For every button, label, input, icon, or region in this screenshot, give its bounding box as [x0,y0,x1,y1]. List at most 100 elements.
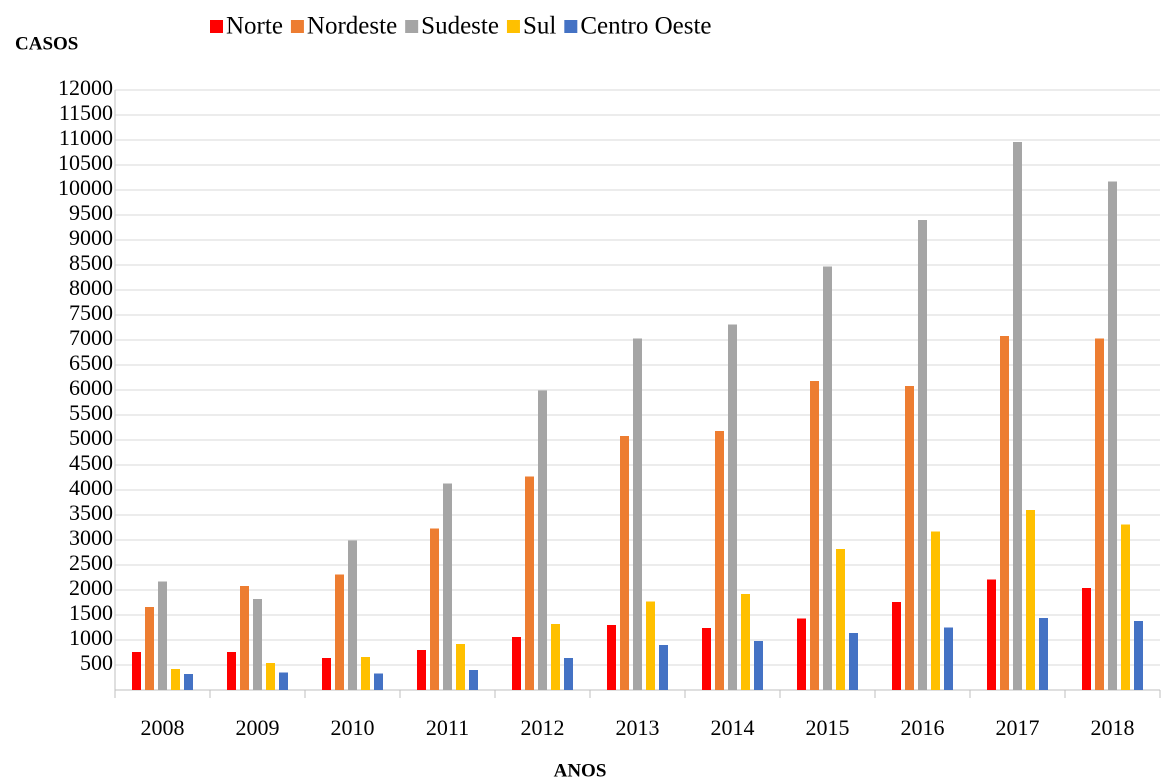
bar [158,581,167,690]
y-tick-label: 6000 [69,375,113,400]
x-tick-label: 2010 [331,715,375,740]
bar [620,436,629,690]
bar [1082,588,1091,690]
y-tick-label: 5500 [69,400,113,425]
y-tick-label: 6500 [69,350,113,375]
bar [266,663,275,690]
x-tick-label: 2016 [901,715,945,740]
bar [132,652,141,690]
legend-swatch [564,20,578,33]
x-tick-label: 2013 [616,715,660,740]
y-tick-label: 3500 [69,500,113,525]
y-tick-label: 2500 [69,550,113,575]
y-tick-label: 11000 [59,125,113,150]
x-axis-label: ANOS [554,760,607,781]
bar [512,637,521,690]
bar [918,220,927,690]
x-tick-label: 2008 [141,715,185,740]
y-tick-label: 1500 [69,600,113,625]
x-tick-label: 2014 [711,715,755,740]
bar [754,641,763,690]
y-tick-label: 2000 [69,575,113,600]
bar [1026,510,1035,690]
bar [836,549,845,690]
x-tick-label: 2012 [521,715,565,740]
bar [1121,524,1130,690]
y-tick-label: 9000 [69,225,113,250]
bar [538,390,547,690]
bar [849,633,858,690]
y-tick-label: 5000 [69,425,113,450]
y-tick-label: 3000 [69,525,113,550]
x-tick-label: 2018 [1091,715,1135,740]
y-tick-label: 8500 [69,250,113,275]
bar [1108,181,1117,690]
bar [361,657,370,690]
bar [715,431,724,690]
bar [1095,338,1104,690]
y-tick-label: 12000 [58,75,113,100]
bar [430,528,439,690]
bar [145,607,154,690]
bar [335,574,344,690]
y-tick-label: 4000 [69,475,113,500]
bar [1039,618,1048,690]
bar [253,599,262,690]
bar [551,624,560,690]
y-tick-label: 10000 [58,175,113,200]
legend-label: Sul [523,13,556,40]
y-tick-label: 11500 [59,100,113,125]
bar [823,266,832,690]
bar [525,476,534,690]
bar [1134,621,1143,690]
bar [646,601,655,690]
legend-label: Norte [226,13,283,40]
y-tick-label: 7000 [69,325,113,350]
bar [633,338,642,690]
legend-swatch [506,20,520,33]
y-tick-label: 8000 [69,275,113,300]
legend-label: Nordeste [307,13,397,40]
bar [659,645,668,690]
bar [564,658,573,690]
x-tick-label: 2009 [236,715,280,740]
bar [1013,142,1022,690]
bar [171,669,180,690]
legend-label: Sudeste [421,13,499,40]
bar [279,672,288,690]
bar [931,531,940,690]
bar [227,652,236,690]
legend-swatch [210,20,223,33]
y-tick-label: 500 [80,650,113,675]
legend-swatch [405,20,419,33]
y-tick-label: 10500 [58,150,113,175]
bar [728,324,737,690]
bar [810,381,819,690]
bar [1000,336,1009,690]
bar [892,602,901,690]
bar [348,540,357,690]
y-axis-label: CASOS [15,33,78,54]
bar [607,625,616,690]
bar [443,483,452,690]
y-tick-label: 7500 [69,300,113,325]
bar [374,673,383,690]
y-tick-label: 9500 [69,200,113,225]
x-tick-label: 2011 [426,715,469,740]
bar [797,618,806,690]
legend-swatch [290,20,304,33]
bar [702,628,711,690]
bar [184,674,193,690]
bar [417,650,426,690]
bar [456,644,465,690]
x-tick-label: 2017 [996,715,1040,740]
bar [905,386,914,690]
y-tick-label: 4500 [69,450,113,475]
bar [240,586,249,690]
bar [469,670,478,690]
bar [944,627,953,690]
legend-label: Centro Oeste [580,13,711,40]
bar [322,658,331,690]
bar [987,579,996,690]
